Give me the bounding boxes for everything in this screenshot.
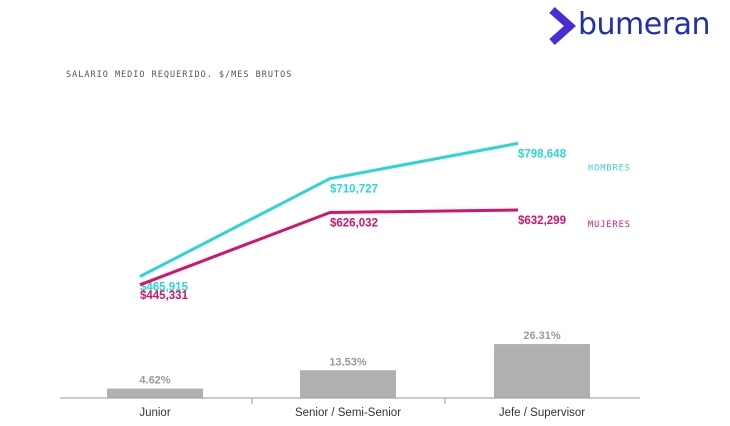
gap-bar-label: 13.53% [329,356,367,368]
legend-item: HOMBRES [588,163,631,173]
gap-bar-label: 4.62% [139,375,170,387]
bumeran-logo: bumeran [548,6,723,46]
data-label: $626,032 [330,217,378,229]
chart-title: SALARIO MEDIO REQUERIDO. $/MES BRUTOS [66,70,293,80]
series-line [139,208,519,287]
legend-item: MUJERES [588,220,631,230]
bumeran-logo-text: bumeran [578,7,710,42]
salary-lines: $465,915 $710,727 $798,648 $445,331 $626,032… [139,141,567,302]
data-label: $798,648 [518,148,567,160]
series-line [139,141,519,278]
x-tick-label: Junior [139,407,170,419]
legend: HOMBRES MUJERES [588,163,631,230]
gap-bar [300,370,396,398]
bumeran-chevron-icon [549,7,577,45]
data-label: $632,299 [518,215,566,227]
x-ticks: Junior Senior / Semi-Senior Jefe / Supervi… [139,398,585,419]
gap-bar-label: 26.31% [523,330,561,342]
gap-bar [107,388,203,398]
x-tick-label: Senior / Semi-Senior [295,407,401,419]
x-tick-label: Jefe / Supervisor [499,407,585,419]
data-label: $465,915 [140,282,189,294]
data-label: $710,727 [330,184,378,196]
gap-bar [494,344,590,398]
data-label: $445,331 [140,290,189,302]
gap-bars: 4.62% 13.53% 26.31% [107,330,590,398]
